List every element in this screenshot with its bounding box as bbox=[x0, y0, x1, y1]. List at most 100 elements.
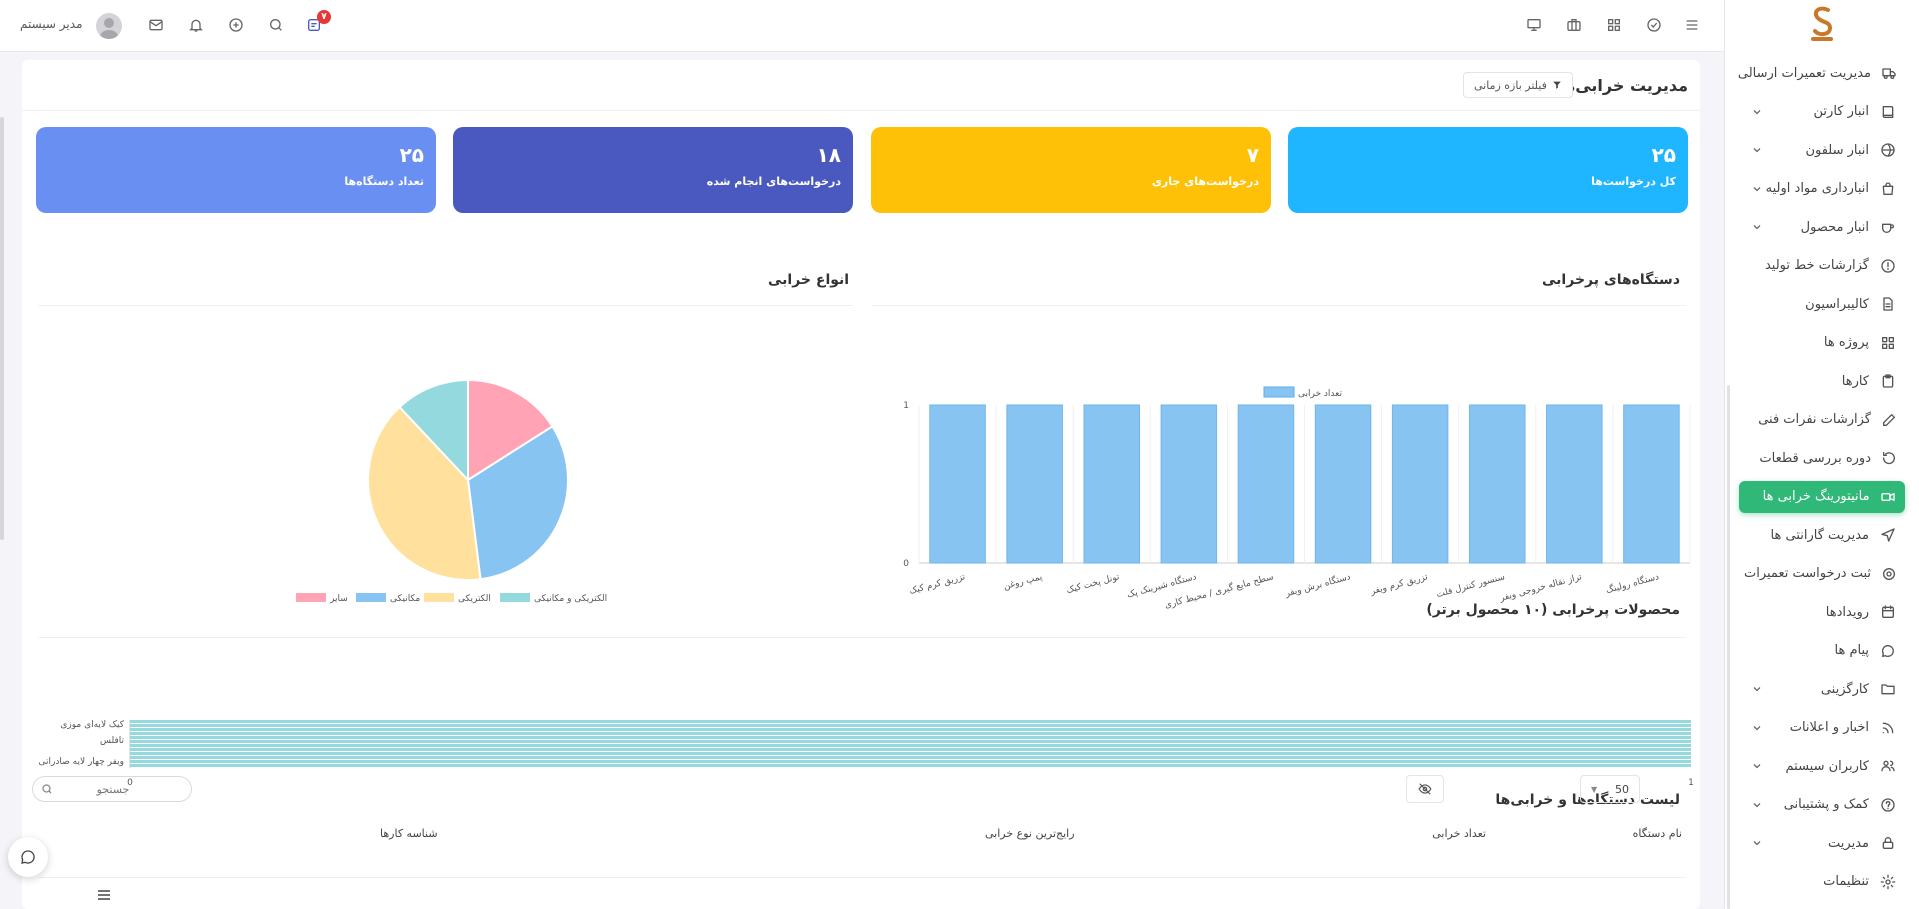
sidebar-item[interactable]: کاربران سیستم bbox=[1739, 750, 1905, 782]
user-name[interactable]: مدیر سیستم bbox=[20, 17, 83, 31]
stat-value: ۱۸ bbox=[816, 143, 841, 167]
date-filter-button[interactable]: فیلتر بازه زمانی bbox=[1463, 72, 1573, 98]
x-tick-label: تراز نقاله خروجی ویفر bbox=[1498, 572, 1584, 604]
th-device-name[interactable]: نام دستگاه bbox=[1632, 827, 1682, 840]
app-logo[interactable] bbox=[1725, 0, 1919, 48]
stat-card[interactable]: ۲۵ کل درخواست‌ها bbox=[1288, 127, 1688, 213]
sidebar-item[interactable]: کارها bbox=[1739, 365, 1905, 397]
bar bbox=[1006, 404, 1063, 564]
menu-toggle-icon[interactable] bbox=[1681, 14, 1703, 36]
x-tick-label: 1 bbox=[1688, 778, 1694, 788]
table-menu-icon[interactable] bbox=[98, 889, 110, 904]
sidebar-item[interactable]: گزارشات خط تولید bbox=[1739, 250, 1905, 282]
hbar bbox=[130, 736, 1691, 739]
sidebar-item[interactable]: اخبار و اعلانات bbox=[1739, 712, 1905, 744]
x-tick-label: دستگاه برش ویفر bbox=[1283, 570, 1352, 599]
sidebar-item[interactable]: گزارشات نفرات فنی bbox=[1739, 404, 1905, 436]
types-title-divider bbox=[38, 305, 853, 306]
stat-card[interactable]: ۱۸ درخواست‌های انجام شده bbox=[453, 127, 853, 213]
stat-label: تعداد دستگاه‌ها bbox=[344, 175, 424, 188]
edit-icon bbox=[1881, 411, 1897, 429]
x-tick-label: دستگاه رولینگ bbox=[1604, 570, 1660, 596]
check-circle-icon[interactable] bbox=[1643, 14, 1665, 36]
sidebar-item[interactable]: تنظیمات bbox=[1739, 866, 1905, 898]
add-circle-icon[interactable] bbox=[225, 14, 247, 36]
search-icon[interactable] bbox=[265, 14, 287, 36]
chevron-down-icon bbox=[1751, 106, 1763, 118]
logo-icon bbox=[1811, 6, 1833, 41]
sidebar-item[interactable]: مدیریت گارانتی ها bbox=[1739, 519, 1905, 551]
sidebar-item[interactable]: انبار محصول bbox=[1739, 211, 1905, 243]
y-tick-label: کیک لایه‌ای موزی bbox=[60, 720, 124, 730]
bar bbox=[1391, 404, 1449, 564]
sidebar: مدیریت تعمیرات ارسالی انبار کارتن انبار سل… bbox=[1724, 0, 1919, 909]
types-chart-title: انواع خرابی bbox=[768, 272, 850, 288]
page-title: مدیریت خرابی‌ها bbox=[1558, 76, 1688, 95]
page-scrollbar[interactable] bbox=[0, 117, 4, 540]
x-tick-label: تزریق کرم کیک bbox=[908, 572, 967, 597]
sidebar-item[interactable]: کارگزینی bbox=[1739, 673, 1905, 705]
chat-button[interactable] bbox=[8, 837, 48, 877]
eye-off-icon bbox=[1418, 783, 1432, 795]
truck-icon bbox=[1881, 64, 1897, 82]
devices-chart-title: دستگاه‌های پرخرابی bbox=[1542, 272, 1680, 288]
sidebar-item[interactable]: کالیبراسیون bbox=[1739, 288, 1905, 320]
sidebar-item-label: دوره بررسی قطعات bbox=[1759, 450, 1871, 466]
sidebar-item[interactable]: مدیریت bbox=[1739, 827, 1905, 859]
chat-bubble-icon bbox=[21, 850, 35, 864]
briefcase-icon[interactable] bbox=[1563, 14, 1585, 36]
sidebar-scrollbar[interactable] bbox=[1727, 385, 1730, 909]
hbar bbox=[130, 744, 1691, 747]
monitor-icon[interactable] bbox=[1523, 14, 1545, 36]
sidebar-item[interactable]: پروژه ها bbox=[1739, 327, 1905, 359]
table-title: لیست دستگاه‌ها و خرابی‌ها bbox=[1495, 792, 1680, 808]
th-task-ids[interactable]: شناسه کارها bbox=[380, 827, 438, 840]
sidebar-item[interactable]: مدیریت تعمیرات ارسالی bbox=[1738, 57, 1905, 89]
sidebar-item-label: گزارشات نفرات فنی bbox=[1758, 412, 1871, 427]
products-title-divider bbox=[38, 637, 1686, 638]
video-icon bbox=[1880, 488, 1897, 506]
legend-label: الکتریکی و مکانیکی bbox=[534, 594, 607, 604]
sidebar-item[interactable]: رویدادها bbox=[1739, 596, 1905, 628]
search-icon bbox=[42, 784, 52, 794]
th-common-fault[interactable]: رایج‌ترین نوع خرابی bbox=[985, 827, 1075, 840]
sidebar-item-label: پیام ها bbox=[1834, 643, 1870, 658]
table-search-input[interactable] bbox=[53, 782, 173, 796]
sidebar-item[interactable]: انبارداری مواد اولیه bbox=[1739, 173, 1905, 205]
page-size-value: 50 bbox=[1615, 782, 1629, 796]
page-size-select[interactable]: ▼ 50 bbox=[1580, 775, 1640, 803]
tasks-icon[interactable]: ۷ bbox=[303, 10, 331, 36]
hbar bbox=[130, 728, 1691, 731]
bell-icon[interactable] bbox=[185, 14, 207, 36]
stat-card[interactable]: ۷ درخواست‌های جاری bbox=[871, 127, 1271, 213]
sidebar-item[interactable]: کمک و پشتیبانی bbox=[1739, 789, 1905, 821]
th-fault-count[interactable]: تعداد خرابی bbox=[1432, 827, 1486, 840]
mail-icon[interactable] bbox=[145, 14, 167, 36]
chevron-down-icon bbox=[1751, 837, 1763, 849]
bar bbox=[1314, 404, 1372, 564]
apps-grid-icon[interactable] bbox=[1603, 14, 1625, 36]
stat-value: ۲۵ bbox=[399, 143, 424, 167]
avatar[interactable] bbox=[96, 13, 122, 39]
column-visibility-button[interactable] bbox=[1406, 775, 1444, 803]
sidebar-item[interactable]: ثبت درخواست تعمیرات bbox=[1739, 558, 1905, 590]
sidebar-item[interactable]: انبار کارتن bbox=[1739, 96, 1905, 128]
sidebar-item-label: انبار کارتن bbox=[1813, 104, 1869, 119]
bar bbox=[1083, 404, 1141, 564]
table-search[interactable] bbox=[32, 776, 192, 802]
pie-slice bbox=[467, 378, 554, 482]
filter-icon bbox=[1553, 81, 1561, 89]
sidebar-item[interactable]: انبار سلفون bbox=[1739, 134, 1905, 166]
stat-card[interactable]: ۲۵ تعداد دستگاه‌ها bbox=[36, 127, 436, 213]
legend-swatch bbox=[356, 593, 386, 602]
main-content: مدیریت خرابی‌ها فیلتر بازه زمانی ۲۵ کل در… bbox=[0, 60, 1700, 909]
pie-slice bbox=[367, 405, 482, 581]
lock-icon bbox=[1879, 834, 1897, 852]
sidebar-item[interactable]: مانیتورینگ خرابی ها bbox=[1739, 480, 1905, 513]
sidebar-item-label: پروژه ها bbox=[1823, 335, 1869, 350]
sidebar-item-label: اخبار و اعلانات bbox=[1789, 720, 1869, 735]
rss-icon bbox=[1879, 719, 1897, 737]
sidebar-item[interactable]: پیام ها bbox=[1739, 635, 1905, 667]
sidebar-item[interactable]: دوره بررسی قطعات bbox=[1739, 442, 1905, 474]
hbar bbox=[130, 756, 1691, 759]
